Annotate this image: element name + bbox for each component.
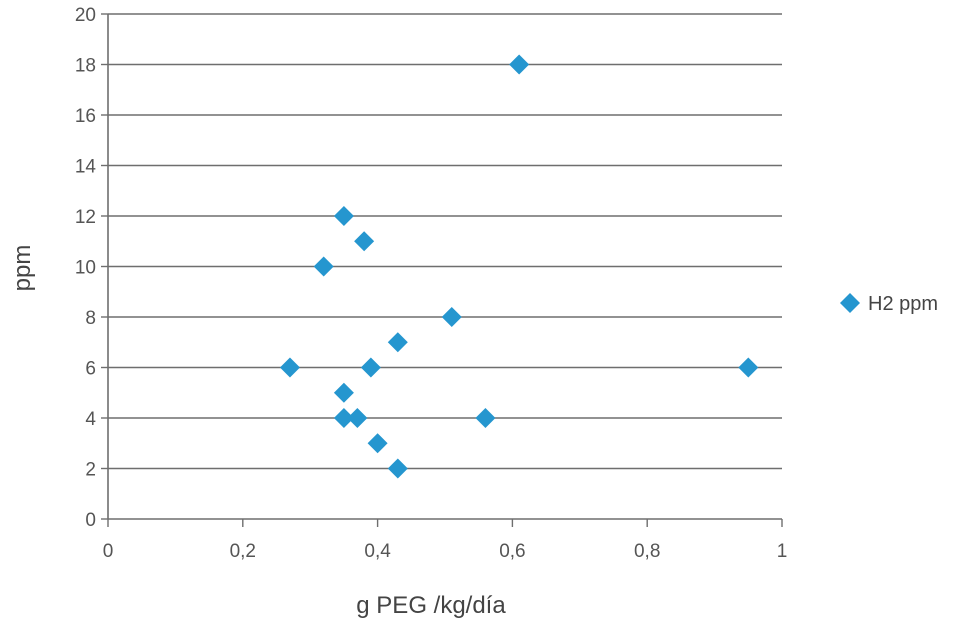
y-tick-label: 10 [75, 258, 96, 279]
data-point [313, 256, 334, 277]
y-tick-label: 20 [75, 5, 96, 26]
x-tick-label: 0,2 [230, 541, 256, 562]
x-tick-label: 1 [777, 541, 788, 562]
data-point [354, 231, 375, 252]
y-axis-title: ppm [9, 245, 36, 292]
data-point [333, 382, 354, 403]
y-axis-ticks: 0 2 4 6 8 10 12 14 16 18 20 [75, 5, 108, 531]
data-point [387, 332, 408, 353]
y-tick-label: 12 [75, 207, 96, 228]
x-tick-label: 0,4 [364, 541, 391, 562]
data-point [441, 307, 462, 327]
y-tick-label: 2 [85, 460, 96, 481]
x-axis-ticks: 0 0,2 0,4 0,6 0,8 1 [103, 519, 788, 562]
y-tick-label: 16 [75, 106, 96, 127]
data-points [279, 54, 759, 479]
x-tick-label: 0,8 [634, 541, 660, 562]
data-point [347, 408, 368, 428]
x-tick-label: 0,6 [499, 541, 525, 562]
data-point [387, 458, 408, 479]
legend-marker [840, 293, 860, 313]
data-point [279, 357, 300, 378]
y-tick-label: 8 [85, 308, 96, 329]
y-tick-label: 6 [85, 359, 96, 380]
data-point [738, 357, 759, 378]
y-tick-label: 14 [75, 157, 97, 178]
data-point [333, 206, 354, 226]
data-point [360, 357, 381, 378]
data-point [333, 408, 354, 428]
data-point [475, 408, 496, 428]
x-axis-title: g PEG /kg/día [356, 592, 506, 619]
legend-label: H2 ppm [868, 293, 938, 315]
y-tick-label: 18 [75, 56, 96, 77]
y-tick-label: 4 [85, 409, 96, 430]
data-point [367, 433, 388, 454]
x-tick-label: 0 [103, 541, 114, 562]
legend: H2 ppm [840, 293, 938, 315]
gridlines [108, 13, 782, 470]
data-point [509, 54, 530, 75]
y-tick-label: 0 [85, 510, 96, 531]
